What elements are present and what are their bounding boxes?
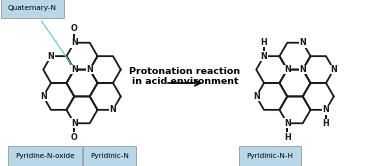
Text: O: O (71, 133, 78, 142)
Text: H: H (261, 38, 268, 47)
Text: N: N (71, 65, 78, 74)
Text: Pyridinic-N-H: Pyridinic-N-H (247, 153, 293, 159)
Text: N: N (48, 52, 54, 61)
Text: Quaternary-N: Quaternary-N (8, 5, 73, 66)
Text: H: H (284, 133, 291, 142)
Text: N: N (284, 65, 291, 74)
Text: N: N (253, 92, 260, 101)
Text: Pyridine-N-oxide: Pyridine-N-oxide (15, 153, 74, 159)
Text: N: N (71, 119, 78, 128)
Text: Protonation reaction: Protonation reaction (130, 67, 241, 76)
Text: N: N (71, 38, 78, 47)
Text: N: N (40, 92, 47, 101)
Text: N: N (86, 65, 93, 74)
Text: N: N (284, 119, 291, 128)
Text: N: N (299, 65, 306, 74)
Text: N: N (330, 65, 337, 74)
Text: H: H (323, 119, 329, 128)
Text: O: O (71, 24, 78, 33)
Text: N: N (323, 105, 329, 114)
Text: N: N (261, 52, 268, 61)
Text: Pyridinic-N: Pyridinic-N (90, 153, 129, 159)
Text: in acid environment: in acid environment (132, 77, 238, 85)
Text: N: N (109, 105, 116, 114)
Text: N: N (299, 38, 306, 47)
